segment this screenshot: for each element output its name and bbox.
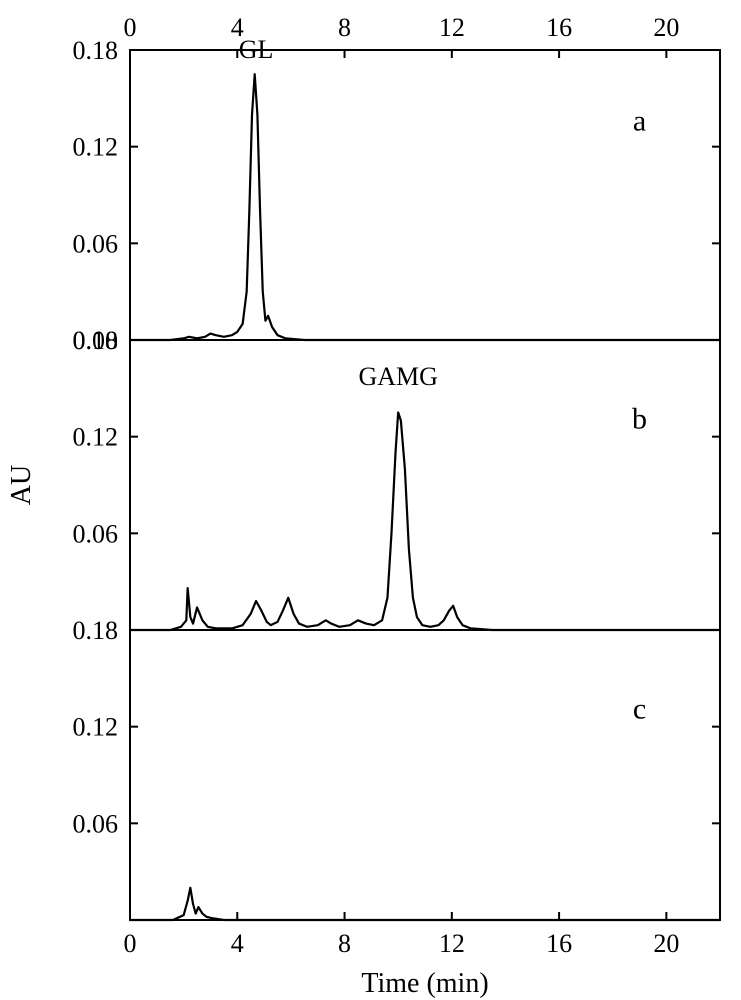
x-tick-label-top: 8: [338, 13, 351, 42]
y-tick-label: 0.18: [73, 326, 119, 355]
panel-c-label: c: [633, 693, 646, 726]
panel-c-trace: [130, 888, 720, 920]
x-tick-label-bottom: 12: [439, 929, 465, 958]
x-tick-label-bottom: 20: [653, 929, 679, 958]
y-axis-label: AU: [6, 465, 37, 505]
x-tick-label-top: 20: [653, 13, 679, 42]
chromatogram-figure: 0.000.060.120.18aGL0.060.120.18bGAMG0.06…: [0, 0, 741, 1000]
panel-a-frame: [130, 50, 720, 340]
panel-a-label: a: [633, 105, 646, 138]
x-tick-label-bottom: 8: [338, 929, 351, 958]
x-axis-label: Time (min): [361, 968, 488, 999]
x-tick-label-top: 12: [439, 13, 465, 42]
y-tick-label: 0.12: [73, 423, 119, 452]
y-tick-label: 0.06: [73, 519, 119, 548]
y-tick-label: 0.18: [73, 36, 119, 65]
x-tick-label-bottom: 4: [231, 929, 244, 958]
y-tick-label: 0.18: [73, 616, 119, 645]
x-tick-label-top: 4: [231, 13, 244, 42]
x-tick-label-top: 16: [546, 13, 572, 42]
x-tick-label-bottom: 16: [546, 929, 572, 958]
panel-c-frame: [130, 630, 720, 920]
x-tick-label-top: 0: [124, 13, 137, 42]
y-tick-label: 0.12: [73, 713, 119, 742]
panel-b-peak-label: GAMG: [358, 362, 437, 391]
panel-b-trace: [130, 413, 720, 631]
y-tick-label: 0.06: [73, 809, 119, 838]
x-tick-label-bottom: 0: [124, 929, 137, 958]
panel-a-trace: [130, 74, 720, 340]
panel-b-label: b: [632, 403, 647, 436]
chart-svg: 0.000.060.120.18aGL0.060.120.18bGAMG0.06…: [0, 0, 741, 1000]
panel-a-peak-label: GL: [239, 35, 274, 64]
y-tick-label: 0.06: [73, 229, 119, 258]
y-tick-label: 0.12: [73, 133, 119, 162]
